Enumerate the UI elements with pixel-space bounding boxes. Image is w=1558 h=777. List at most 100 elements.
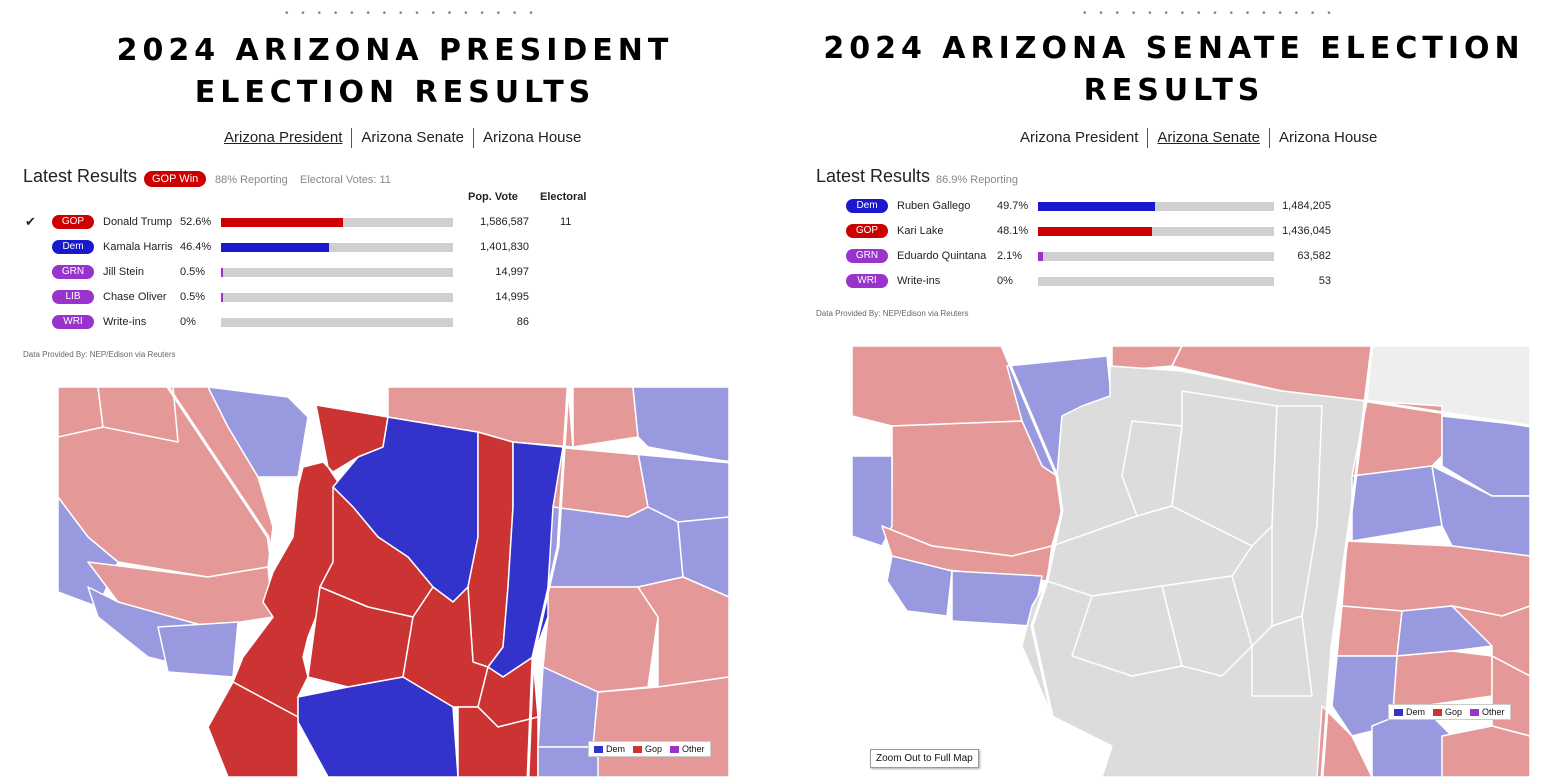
vote-percent: 0.5% — [180, 266, 206, 278]
candidate-row: GRN Eduardo Quintana 2.1% 63,582 — [846, 248, 1346, 264]
vote-share-fill — [221, 293, 223, 302]
party-badge: GRN — [52, 265, 94, 279]
vote-percent: 48.1% — [997, 225, 1029, 237]
party-badge: Dem — [52, 240, 94, 254]
president-panel: • • • • • • • • • • • • • • • • 2024 ARI… — [23, 8, 729, 777]
candidate-row: Dem Kamala Harris 46.4% 1,401,830 — [25, 239, 595, 255]
candidate-name: Kari Lake — [897, 225, 944, 237]
popular-vote-count: 86 — [516, 316, 529, 328]
popular-vote-count: 63,582 — [1297, 250, 1331, 262]
county-region — [886, 555, 953, 617]
legend-swatch — [633, 746, 643, 754]
legend-swatch — [670, 746, 680, 754]
latest-results-heading: Latest Results — [23, 166, 138, 186]
vote-share-fill — [1038, 227, 1152, 236]
vote-share-bar — [221, 268, 453, 277]
county-region — [207, 681, 299, 777]
popular-vote-count: 14,997 — [495, 266, 529, 278]
vote-share-fill — [1038, 202, 1155, 211]
vote-percent: 49.7% — [997, 200, 1029, 212]
party-badge: WRI — [846, 274, 888, 288]
vote-percent: 52.6% — [180, 216, 212, 228]
vote-percent: 0% — [997, 275, 1013, 287]
popular-vote-count: 1,401,830 — [480, 241, 529, 253]
vote-share-bar — [1038, 227, 1274, 236]
vote-share-bar — [1038, 277, 1274, 286]
legend-swatch — [1433, 709, 1443, 717]
county-region — [537, 746, 599, 777]
legend-label: Gop — [645, 744, 663, 754]
candidate-row: WRI Write-ins 0% 86 — [25, 314, 595, 330]
county-region — [1351, 400, 1443, 477]
county-region — [677, 516, 729, 598]
winner-check-icon: ✔ — [25, 214, 36, 229]
candidate-row: Dem Ruben Gallego 49.7% 1,484,205 — [846, 198, 1346, 214]
party-badge: GOP — [846, 224, 888, 238]
president-county-map[interactable]: Dem Gop Other — [58, 387, 729, 777]
county-map-svg — [58, 387, 729, 777]
nav-link-arizona-house[interactable]: Arizona House — [472, 128, 590, 148]
nav-link-arizona-president[interactable]: Arizona President — [224, 129, 343, 146]
legend-swatch — [1394, 709, 1403, 717]
vote-share-fill — [221, 268, 223, 277]
party-badge: GRN — [846, 249, 888, 263]
vote-share-bar — [221, 293, 453, 302]
senate-county-map[interactable]: Dem Gop Other Zoom Out to Full Map — [852, 346, 1530, 777]
county-region — [1251, 615, 1313, 697]
pop-vote-header: Pop. Vote — [468, 191, 518, 203]
county-region — [1441, 725, 1530, 777]
county-region — [1341, 540, 1530, 617]
vote-share-bar — [221, 243, 453, 252]
popular-vote-count: 14,995 — [495, 291, 529, 303]
county-region — [1336, 605, 1403, 657]
county-region — [547, 506, 684, 588]
county-region — [1451, 605, 1530, 677]
popular-vote-count: 53 — [1318, 275, 1331, 287]
nav-link-arizona-president[interactable]: Arizona President — [1020, 129, 1139, 146]
electoral-votes: Electoral Votes: 11 — [300, 174, 391, 186]
zoom-out-button[interactable]: Zoom Out to Full Map — [870, 749, 979, 768]
party-badge: Dem — [846, 199, 888, 213]
legend-item: Gop — [633, 744, 662, 754]
legend-item: Other — [670, 744, 705, 754]
legend-item: Other — [1470, 707, 1505, 717]
county-region — [1071, 585, 1183, 677]
county-region — [457, 706, 539, 777]
legend-label: Dem — [1406, 707, 1426, 717]
legend-label: Other — [1482, 707, 1505, 717]
vote-share-fill — [221, 243, 329, 252]
county-region — [157, 621, 239, 678]
map-legend: Dem Gop Other — [1388, 704, 1511, 720]
county-region — [852, 346, 1023, 427]
electoral-header: Electoral — [540, 191, 587, 203]
county-region — [1316, 705, 1373, 777]
win-badge: GOP Win — [144, 171, 207, 187]
nav-link-arizona-senate[interactable]: Arizona Senate — [1147, 128, 1269, 148]
county-region — [1161, 575, 1253, 677]
vote-percent: 46.4% — [180, 241, 212, 253]
county-region — [1431, 465, 1530, 557]
page-title: 2024 ARIZONA PRESIDENT ELECTION RESULTS — [116, 33, 674, 110]
county-region — [572, 387, 639, 448]
legend-label: Dem — [606, 744, 626, 754]
decorative-dots: • • • • • • • • • • • • • • • • — [1083, 8, 1336, 19]
county-region — [97, 387, 179, 443]
decorative-dots: • • • • • • • • • • • • • • • • — [285, 8, 538, 19]
county-region — [1351, 465, 1443, 542]
popular-vote-count: 1,436,045 — [1282, 225, 1331, 237]
legend-label: Other — [682, 744, 705, 754]
nav-link-arizona-senate[interactable]: Arizona Senate — [351, 128, 473, 148]
nav-link-arizona-house[interactable]: Arizona House — [1268, 128, 1386, 148]
vote-share-bar — [1038, 202, 1274, 211]
county-region — [297, 676, 459, 777]
vote-share-fill — [221, 218, 343, 227]
vote-share-bar — [221, 318, 453, 327]
candidate-name: Jill Stein — [103, 266, 144, 278]
vote-share-bar — [221, 218, 453, 227]
senate-panel: • • • • • • • • • • • • • • • • 2024 ARI… — [790, 0, 1558, 777]
county-region — [387, 387, 574, 448]
candidate-row: GRN Jill Stein 0.5% 14,997 — [25, 264, 595, 280]
vote-percent: 0.5% — [180, 291, 206, 303]
electoral-vote-count: 11 — [560, 216, 572, 228]
popular-vote-count: 1,484,205 — [1282, 200, 1331, 212]
